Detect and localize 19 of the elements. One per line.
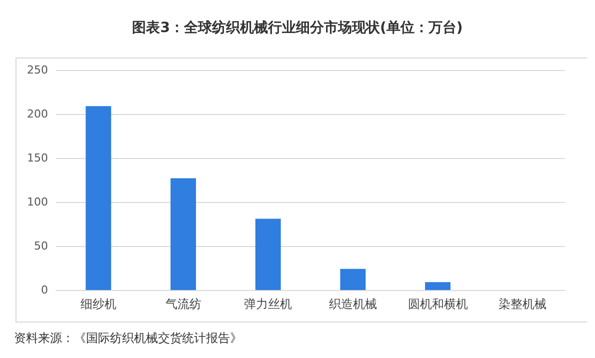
bar bbox=[86, 106, 112, 290]
y-tick-label: 250 bbox=[27, 64, 48, 76]
x-tick-label: 气流纺 bbox=[165, 297, 202, 311]
bar bbox=[170, 178, 196, 290]
x-tick-label: 染整机械 bbox=[498, 297, 547, 311]
x-tick-label: 圆机和横机 bbox=[408, 297, 468, 311]
y-tick-label: 0 bbox=[41, 284, 48, 296]
bar bbox=[425, 282, 450, 290]
y-tick-label: 150 bbox=[27, 152, 48, 164]
x-tick-label: 织造机械 bbox=[328, 297, 377, 311]
chart-title: 图表3：全球纺织机械行业细分市场现状(单位：万台) bbox=[132, 19, 463, 36]
x-tick-label: 弹力丝机 bbox=[244, 297, 292, 311]
y-tick-label: 200 bbox=[27, 108, 48, 120]
text: 资料来源：《国际纺织机械交货统计报告》 bbox=[14, 331, 242, 345]
y-tick-label: 50 bbox=[34, 240, 48, 252]
bar bbox=[255, 218, 281, 290]
bar bbox=[340, 268, 366, 290]
x-tick-label: 细纱机 bbox=[80, 297, 116, 311]
y-tick-label: 100 bbox=[27, 196, 48, 208]
